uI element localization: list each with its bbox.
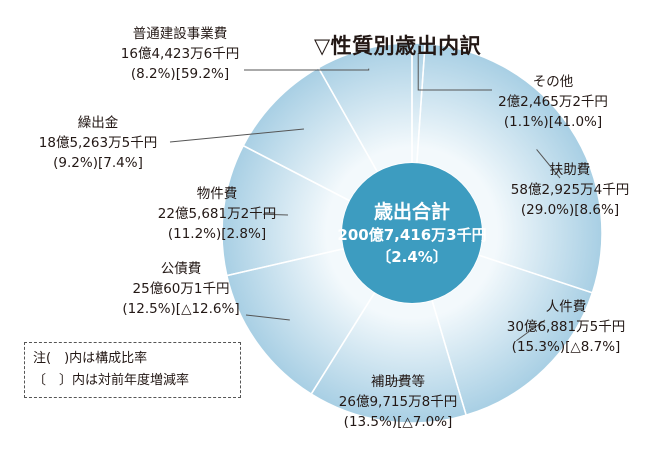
slice-share: (8.2%) [130,66,176,82]
slice-share: (15.3%) [511,339,566,355]
leader-line [244,68,370,71]
slice-amount: 18億5,263万5千円 [38,135,158,151]
slice-name: 物件費 [196,186,238,202]
slice-change: [8.6%] [574,202,620,218]
slice-share: (1.1%) [503,114,549,130]
slice-name: 普通建設事業費 [132,26,228,42]
slice-share: (11.2%) [167,226,222,242]
note-line-change: 〔 〕内は対前年度増減率 [33,373,190,388]
slice-amount: 58億2,925万4千円 [510,182,630,198]
leader-line [391,377,411,383]
slice-name: 繰出金 [77,115,119,131]
slice-share: (12.5%) [122,301,176,317]
center-disc [342,163,482,303]
slice-label-繰出金: 繰出金 18億5,263万5千円 (9.2%)[7.4%] [28,113,168,173]
legend-note: 注( )内は構成比率 〔 〕内は対前年度増減率 [24,342,241,398]
pie-slice [310,291,468,424]
slice-label-補助費等: 補助費等 26億9,715万8千円 (13.5%)[△7.0%] [318,372,478,432]
slice-change: [△8.7%] [565,339,621,355]
slice-change: [7.4%] [98,155,143,171]
slice-amount: 30億6,881万5千円 [506,319,626,335]
slice-name: 公債費 [160,261,202,277]
slice-amount: 22億5,681万2千円 [157,206,277,222]
leader-line [263,213,289,216]
note-line-share: 注( )内は構成比率 [33,351,148,366]
slice-share: (9.2%) [53,155,98,171]
slice-name: 人件費 [545,299,587,315]
slice-share: (13.5%) [343,414,398,430]
slice-change: [△7.0%] [397,414,453,430]
slice-change: [59.2%] [175,66,230,82]
slice-label-その他: その他 2億2,465万2千円 (1.1%)[41.0%] [478,72,628,132]
leader-line [516,319,546,342]
slice-share: (29.0%) [520,202,575,218]
center-change: 〔2.4%〕 [376,248,448,266]
slice-name: 補助費等 [371,374,425,390]
leader-line [536,149,561,179]
slice-amount: 26億9,715万8千円 [338,394,458,410]
center-summary: 歳出合計 200億7,416万3千円 〔2.4%〕 [322,200,502,268]
slice-name: その他 [532,74,574,90]
slice-amount: 2億2,465万2千円 [498,94,608,110]
center-label: 歳出合計 [373,201,450,223]
slice-label-扶助費: 扶助費 58億2,925万4千円 (29.0%)[8.6%] [490,160,650,220]
slice-amount: 16億4,423万6千円 [120,46,240,62]
chart-title: ▽性質別歳出内訳 [314,34,482,58]
slice-label-普通建設事業費: 普通建設事業費 16億4,423万6千円 (8.2%)[59.2%] [100,24,260,84]
slice-label-物件費: 物件費 22億5,681万2千円 (11.2%)[2.8%] [147,184,287,244]
slice-change: [41.0%] [548,114,603,130]
leader-line [169,128,305,143]
leader-line [245,314,290,321]
leader-line [417,53,492,91]
slice-amount: 25億60万1千円 [132,281,230,297]
slice-change: [△12.6%] [175,301,240,317]
slice-label-人件費: 人件費 30億6,881万5千円 (15.3%)[△8.7%] [486,297,646,357]
center-total: 200億7,416万3千円 [337,226,487,244]
slice-change: [2.8%] [221,226,267,242]
slice-label-公債費: 公債費 25億60万1千円 (12.5%)[△12.6%] [106,259,256,319]
slice-name: 扶助費 [549,162,591,178]
